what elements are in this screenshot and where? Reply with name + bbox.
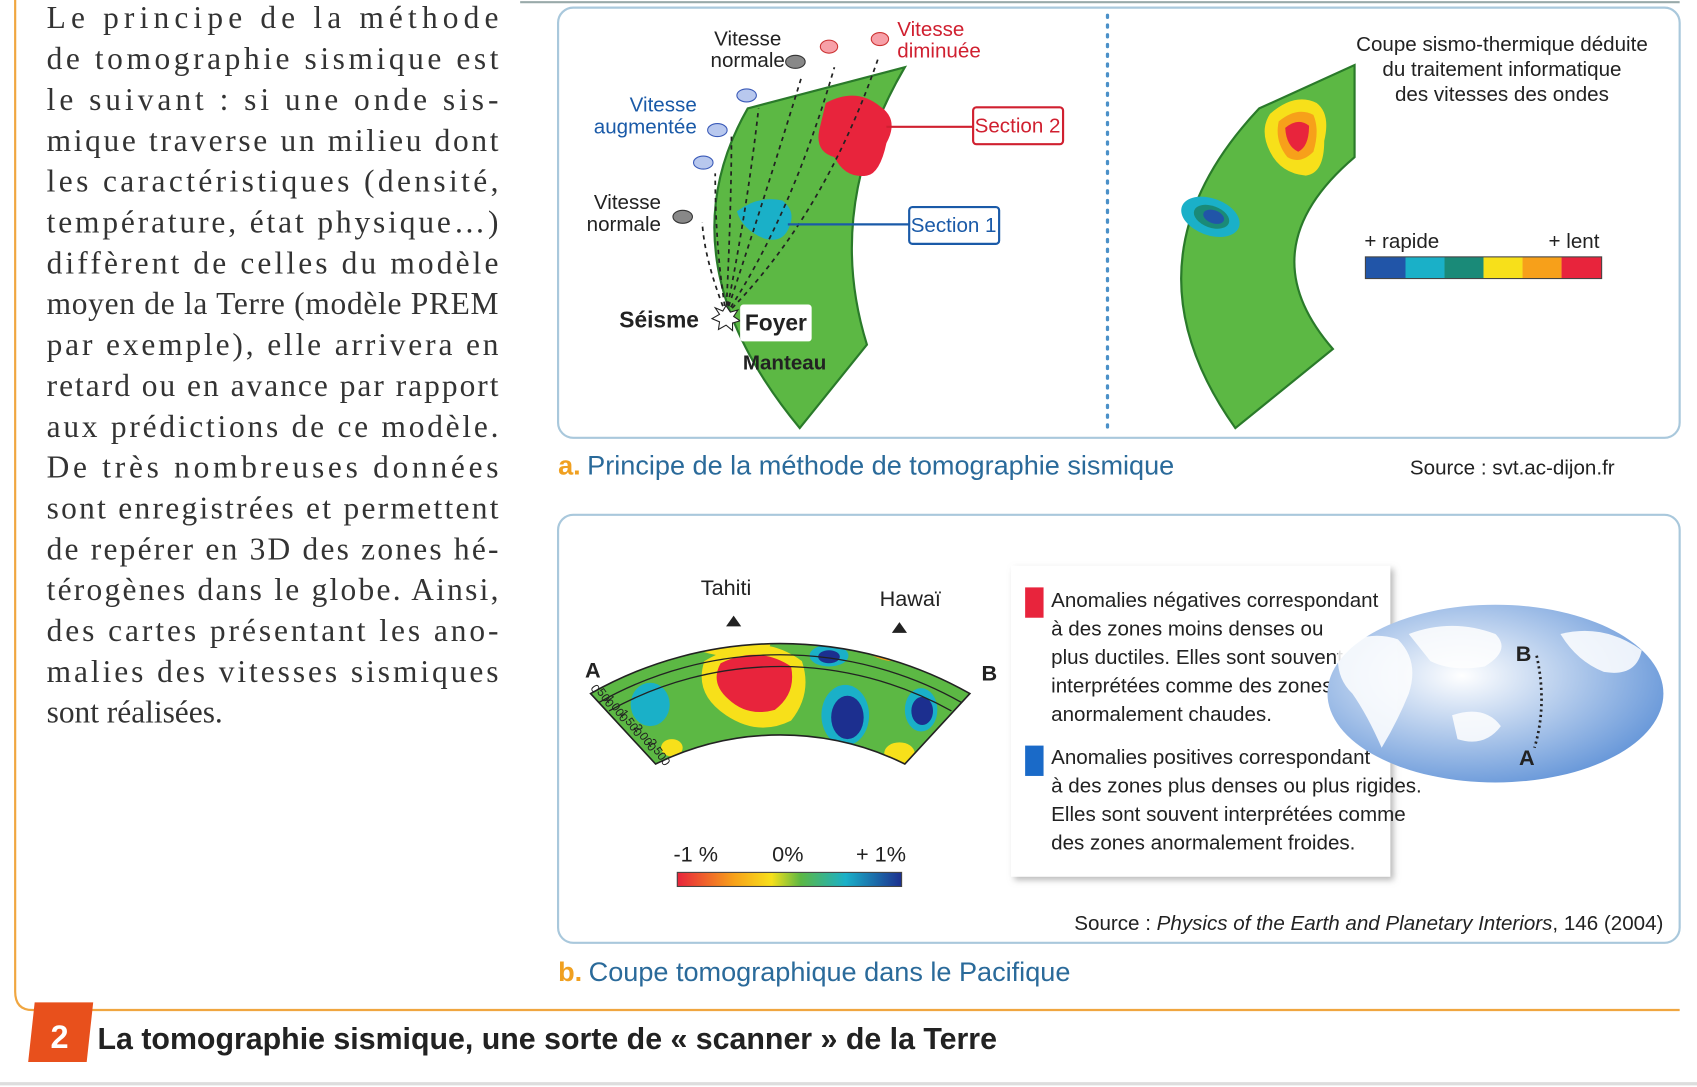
caption: a. Principe de la méthode de tomographie …: [558, 450, 1174, 481]
body-line: mique traverse un milieu dont: [47, 123, 499, 158]
legend-line: Elles sont souvent interprétées comme: [1051, 803, 1406, 826]
doc-number-tag: [28, 1002, 94, 1063]
scale-label: + 1%: [856, 842, 906, 867]
body-line: Le principe de la méthode: [47, 0, 499, 35]
body-line: de repérer en 3D des zones hé-: [47, 531, 499, 566]
body-line: les caractéristiques (densité,: [47, 164, 499, 199]
source-prefix: Source :: [1074, 912, 1156, 935]
slow-zone: [818, 95, 892, 177]
speed-scale: [1364, 256, 1603, 280]
hawai-marker: [891, 622, 908, 633]
legend-swatch-red: [1025, 587, 1044, 618]
lithosphere-line: [598, 654, 962, 703]
legend-line: interprétées comme des zones: [1051, 674, 1332, 697]
seismometers: [672, 32, 890, 224]
legend-swatch-blue: [1025, 745, 1044, 776]
legend-line: plus ductiles. Elles sont souvent: [1051, 646, 1343, 669]
caption-letter: a.: [558, 450, 581, 481]
section-1-box: [908, 205, 1001, 245]
body-line: De très nombreuses données: [47, 450, 499, 485]
body-line: diffèrent de celles du modèle: [47, 245, 499, 280]
continents: [1337, 625, 1642, 748]
source-suffix: , 146 (2004): [1552, 912, 1663, 935]
legend-line: des zones anormalement froides.: [1051, 832, 1355, 855]
body-line: sont réalisées.: [47, 695, 223, 730]
label: Vitesse: [714, 28, 781, 51]
label: du traitement informatique: [1382, 58, 1621, 81]
doc-number: 2: [51, 1019, 69, 1055]
body-line: aux prédictions de ce modèle.: [47, 409, 499, 444]
tahiti-marker: [726, 615, 742, 627]
scale-label: -1 %: [673, 842, 718, 867]
legend-line: Anomalies positives correspondant: [1051, 746, 1370, 769]
body-line: de tomographie sismique est: [47, 41, 499, 76]
fast-zone: [736, 199, 792, 240]
section-2-box: [972, 106, 1065, 146]
legend-line: à des zones moins denses ou: [1051, 617, 1323, 640]
label: Tahiti: [701, 575, 752, 600]
body-line: moyen de la Terre (modèle PREM: [47, 286, 499, 321]
legend-line: Anomalies négatives correspondant: [1051, 589, 1378, 612]
body-line: des cartes présentant les ano-: [47, 613, 499, 648]
label: Séisme: [619, 306, 699, 332]
source-journal: Physics of the Earth and Planetary Inter…: [1157, 912, 1553, 935]
caption-text: Coupe tomographique dans le Pacifique: [589, 956, 1071, 987]
label: B: [982, 661, 998, 686]
doc-title: La tomographie sismique, une sorte de « …: [98, 1023, 997, 1056]
label: Vitesse: [630, 94, 697, 117]
label: B: [1516, 641, 1532, 666]
legend-box: [1011, 565, 1391, 877]
anomaly-scale: [676, 871, 903, 888]
label: A: [1519, 745, 1535, 770]
section-outline: [589, 642, 972, 766]
ray-paths: [701, 59, 879, 315]
section-border: [14, 0, 1680, 1012]
body-line: malies des vitesses sismiques: [47, 654, 499, 689]
body-line: térogènes dans le globe. Ainsi,: [47, 572, 499, 607]
thermal-anomalies: [1181, 99, 1327, 237]
label: normale: [587, 213, 661, 236]
body-line: retard ou en avance par rapport: [47, 368, 499, 403]
body-line: sont enregistrées et permettent: [47, 490, 499, 525]
label: Foyer: [745, 310, 807, 336]
body-line: par exemple), elle arrivera en: [47, 327, 499, 362]
label: Manteau: [743, 352, 826, 375]
body-line: température, état physique…): [47, 204, 499, 239]
label: Vitesse: [897, 18, 964, 41]
body-line: le suivant : si une onde sis-: [47, 82, 499, 117]
label: A: [585, 657, 601, 682]
legend-line: anormalement chaudes.: [1051, 703, 1272, 726]
label: Coupe sismo-thermique déduite: [1356, 33, 1648, 56]
legend-text: Anomalies négatives correspondant à des z…: [1051, 589, 1422, 855]
label: diminuée: [897, 39, 981, 62]
scale-label: 0%: [772, 842, 803, 867]
scale-label: + rapide: [1364, 230, 1439, 253]
seism-star: [710, 304, 742, 332]
caption: b. Coupe tomographique dans le Pacifique: [558, 956, 1070, 987]
source: Source : Physics of the Earth and Planet…: [1074, 912, 1663, 935]
label: des vitesses des ondes: [1395, 83, 1609, 106]
legend-line: à des zones plus denses ou plus rigides.: [1051, 775, 1422, 798]
label: Section 2: [975, 114, 1061, 137]
source: Source : svt.ac-dijon.fr: [1410, 457, 1615, 480]
scale-label: + lent: [1549, 230, 1600, 253]
lithosphere-line: [608, 665, 952, 712]
caption-text: Principe de la méthode de tomographie si…: [587, 450, 1174, 481]
label: normale: [711, 49, 785, 72]
label: Vitesse: [594, 191, 661, 214]
label: Hawaï: [880, 586, 941, 611]
label: augmentée: [594, 115, 697, 138]
body-text: Le principe de la méthode de tomographie …: [47, 0, 499, 730]
foyer-box: [740, 304, 812, 342]
caption-letter: b.: [558, 956, 582, 987]
label: Section 1: [911, 214, 997, 237]
